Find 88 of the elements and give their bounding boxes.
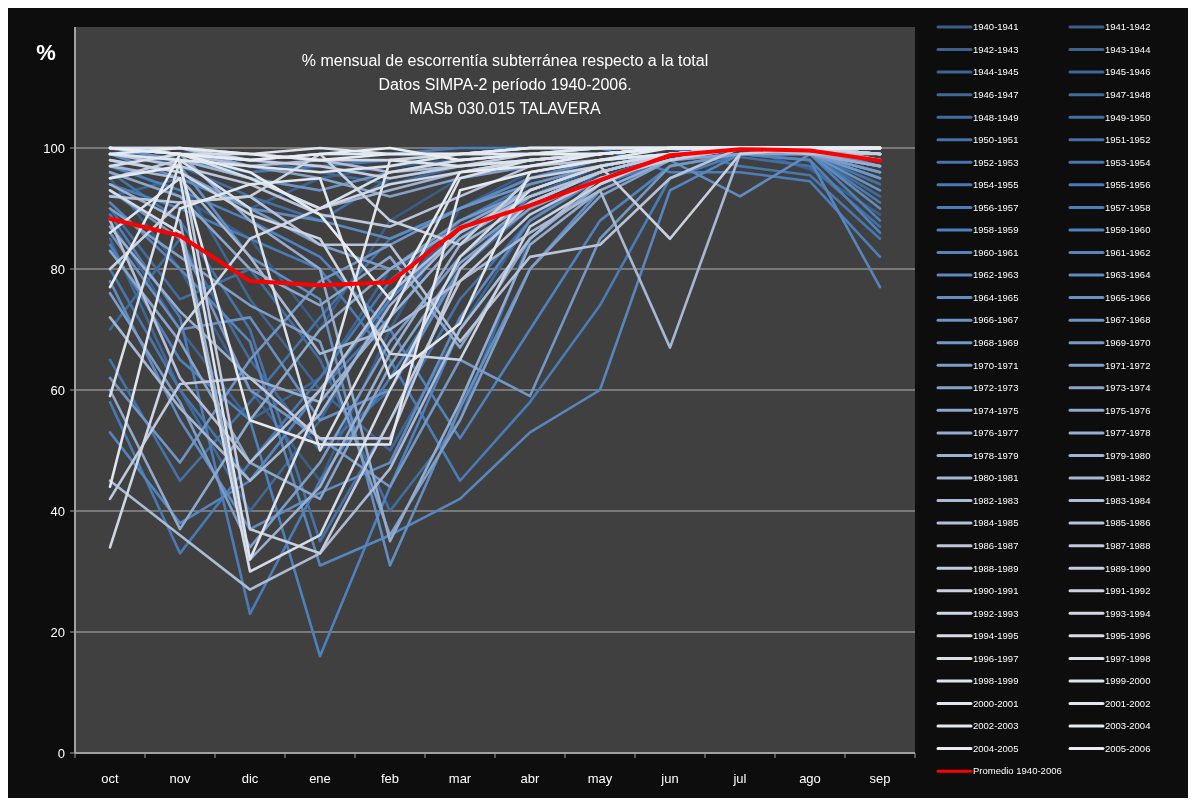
legend-label: 1968-1969 [973, 337, 1019, 349]
legend-label: 1974-1975 [973, 404, 1019, 416]
legend-label: 1982-1983 [973, 494, 1019, 506]
legend-label: 1955-1956 [1105, 179, 1151, 191]
legend-label: Promedio 1940-2006 [973, 765, 1062, 777]
x-tick-label: ago [799, 771, 821, 786]
legend-label: 1956-1957 [973, 201, 1019, 213]
legend-label: 1966-1967 [973, 314, 1019, 326]
x-tick-label: feb [380, 771, 400, 786]
legend-label: 1940-1941 [973, 21, 1019, 33]
legend-label: 1997-1998 [1105, 652, 1151, 664]
legend-label: 1993-1994 [1105, 607, 1151, 619]
legend-label: 1999-2000 [1105, 675, 1151, 687]
x-tick-label: ene [309, 771, 331, 786]
x-tick-label: mar [448, 771, 472, 786]
legend-label: 1988-1989 [973, 562, 1019, 574]
x-tick-label: oct [101, 771, 120, 786]
x-tick-label: nov [169, 771, 191, 786]
legend-label: 1971-1972 [1105, 359, 1151, 371]
y-tick-label: 40 [50, 503, 65, 519]
legend-label: 1949-1950 [1105, 111, 1151, 123]
y-tick-label: 60 [50, 382, 65, 398]
legend-label: 2000-2001 [973, 697, 1019, 709]
text: % mensual de escorrentía subterránea respecto a la total [301, 52, 709, 69]
legend-label: 1946-1947 [973, 88, 1019, 100]
legend-label: 2005-2006 [1105, 742, 1151, 754]
legend-label: 1994-1995 [973, 630, 1019, 642]
x-tick-label: abr [520, 771, 541, 786]
legend-label: 1977-1978 [1105, 427, 1151, 439]
legend-label: 1957-1958 [1105, 201, 1151, 213]
legend-label: 1967-1968 [1105, 314, 1151, 326]
legend-label: 1951-1952 [1105, 134, 1151, 146]
legend-label: 2003-2004 [1105, 720, 1151, 732]
legend-label: 1985-1986 [1105, 517, 1151, 529]
legend-label: 1989-1990 [1105, 562, 1151, 574]
legend-label: 1948-1949 [973, 111, 1019, 123]
legend-label: 1987-1988 [1105, 539, 1151, 551]
legend-label: 1998-1999 [973, 675, 1019, 687]
x-tick-label: jul [732, 771, 747, 786]
y-tick-label: 100 [43, 140, 65, 156]
legend-label: 1942-1943 [973, 43, 1019, 55]
y-tick-label: 0 [57, 745, 65, 761]
legend-label: 1941-1942 [1105, 21, 1151, 33]
legend-label: 1963-1964 [1105, 269, 1151, 281]
legend-label: 1976-1977 [973, 427, 1019, 439]
legend-label: 1959-1960 [1105, 224, 1151, 236]
legend-label: 1986-1987 [973, 539, 1019, 551]
text: Datos SIMPA-2 período 1940-2006. MASb 030.015 TALAVERA [378, 76, 632, 117]
y-tick-label: 20 [50, 624, 65, 640]
legend-label: 1996-1997 [973, 652, 1019, 664]
legend-label: 1952-1953 [973, 156, 1019, 168]
legend-label: 1965-1966 [1105, 291, 1151, 303]
legend-label: 1984-1985 [973, 517, 1019, 529]
legend-label: 2001-2002 [1105, 697, 1151, 709]
legend-label: 1961-1962 [1105, 246, 1151, 258]
legend-label: 1970-1971 [973, 359, 1019, 371]
legend-label: 1992-1993 [973, 607, 1019, 619]
legend-label: 2004-2005 [973, 742, 1019, 754]
legend-label: 1944-1945 [973, 66, 1019, 78]
legend-label: 1980-1981 [973, 472, 1019, 484]
legend-label: 1991-1992 [1105, 585, 1151, 597]
x-tick-label: may [587, 771, 613, 786]
legend-label: 1969-1970 [1105, 337, 1151, 349]
legend-label: 1979-1980 [1105, 449, 1151, 461]
legend-label: 1973-1974 [1105, 382, 1151, 394]
x-tick-label: dic [241, 771, 259, 786]
x-tick-label: sep [869, 771, 891, 786]
legend-label: 1947-1948 [1105, 88, 1151, 100]
legend-label: 1958-1959 [973, 224, 1019, 236]
legend-label: 2002-2003 [973, 720, 1019, 732]
legend-label: 1981-1982 [1105, 472, 1151, 484]
legend-label: 1950-1951 [973, 134, 1019, 146]
legend-label: 1990-1991 [973, 585, 1019, 597]
legend-label: 1962-1963 [973, 269, 1019, 281]
legend-label: 1983-1984 [1105, 494, 1151, 506]
legend-label: 1960-1961 [973, 246, 1019, 258]
legend-label: 1964-1965 [973, 291, 1019, 303]
y-tick-label: 80 [50, 261, 65, 277]
x-tick-label: jun [660, 771, 679, 786]
legend-label: 1995-1996 [1105, 630, 1151, 642]
legend-label: 1978-1979 [973, 449, 1019, 461]
legend-label: 1975-1976 [1105, 404, 1151, 416]
legend-label: 1943-1944 [1105, 43, 1151, 55]
legend-label: 1972-1973 [973, 382, 1019, 394]
y-axis-title: % [36, 40, 56, 65]
legend-label: 1954-1955 [973, 179, 1019, 191]
legend-label: 1945-1946 [1105, 66, 1151, 78]
legend-label: 1953-1954 [1105, 156, 1151, 168]
